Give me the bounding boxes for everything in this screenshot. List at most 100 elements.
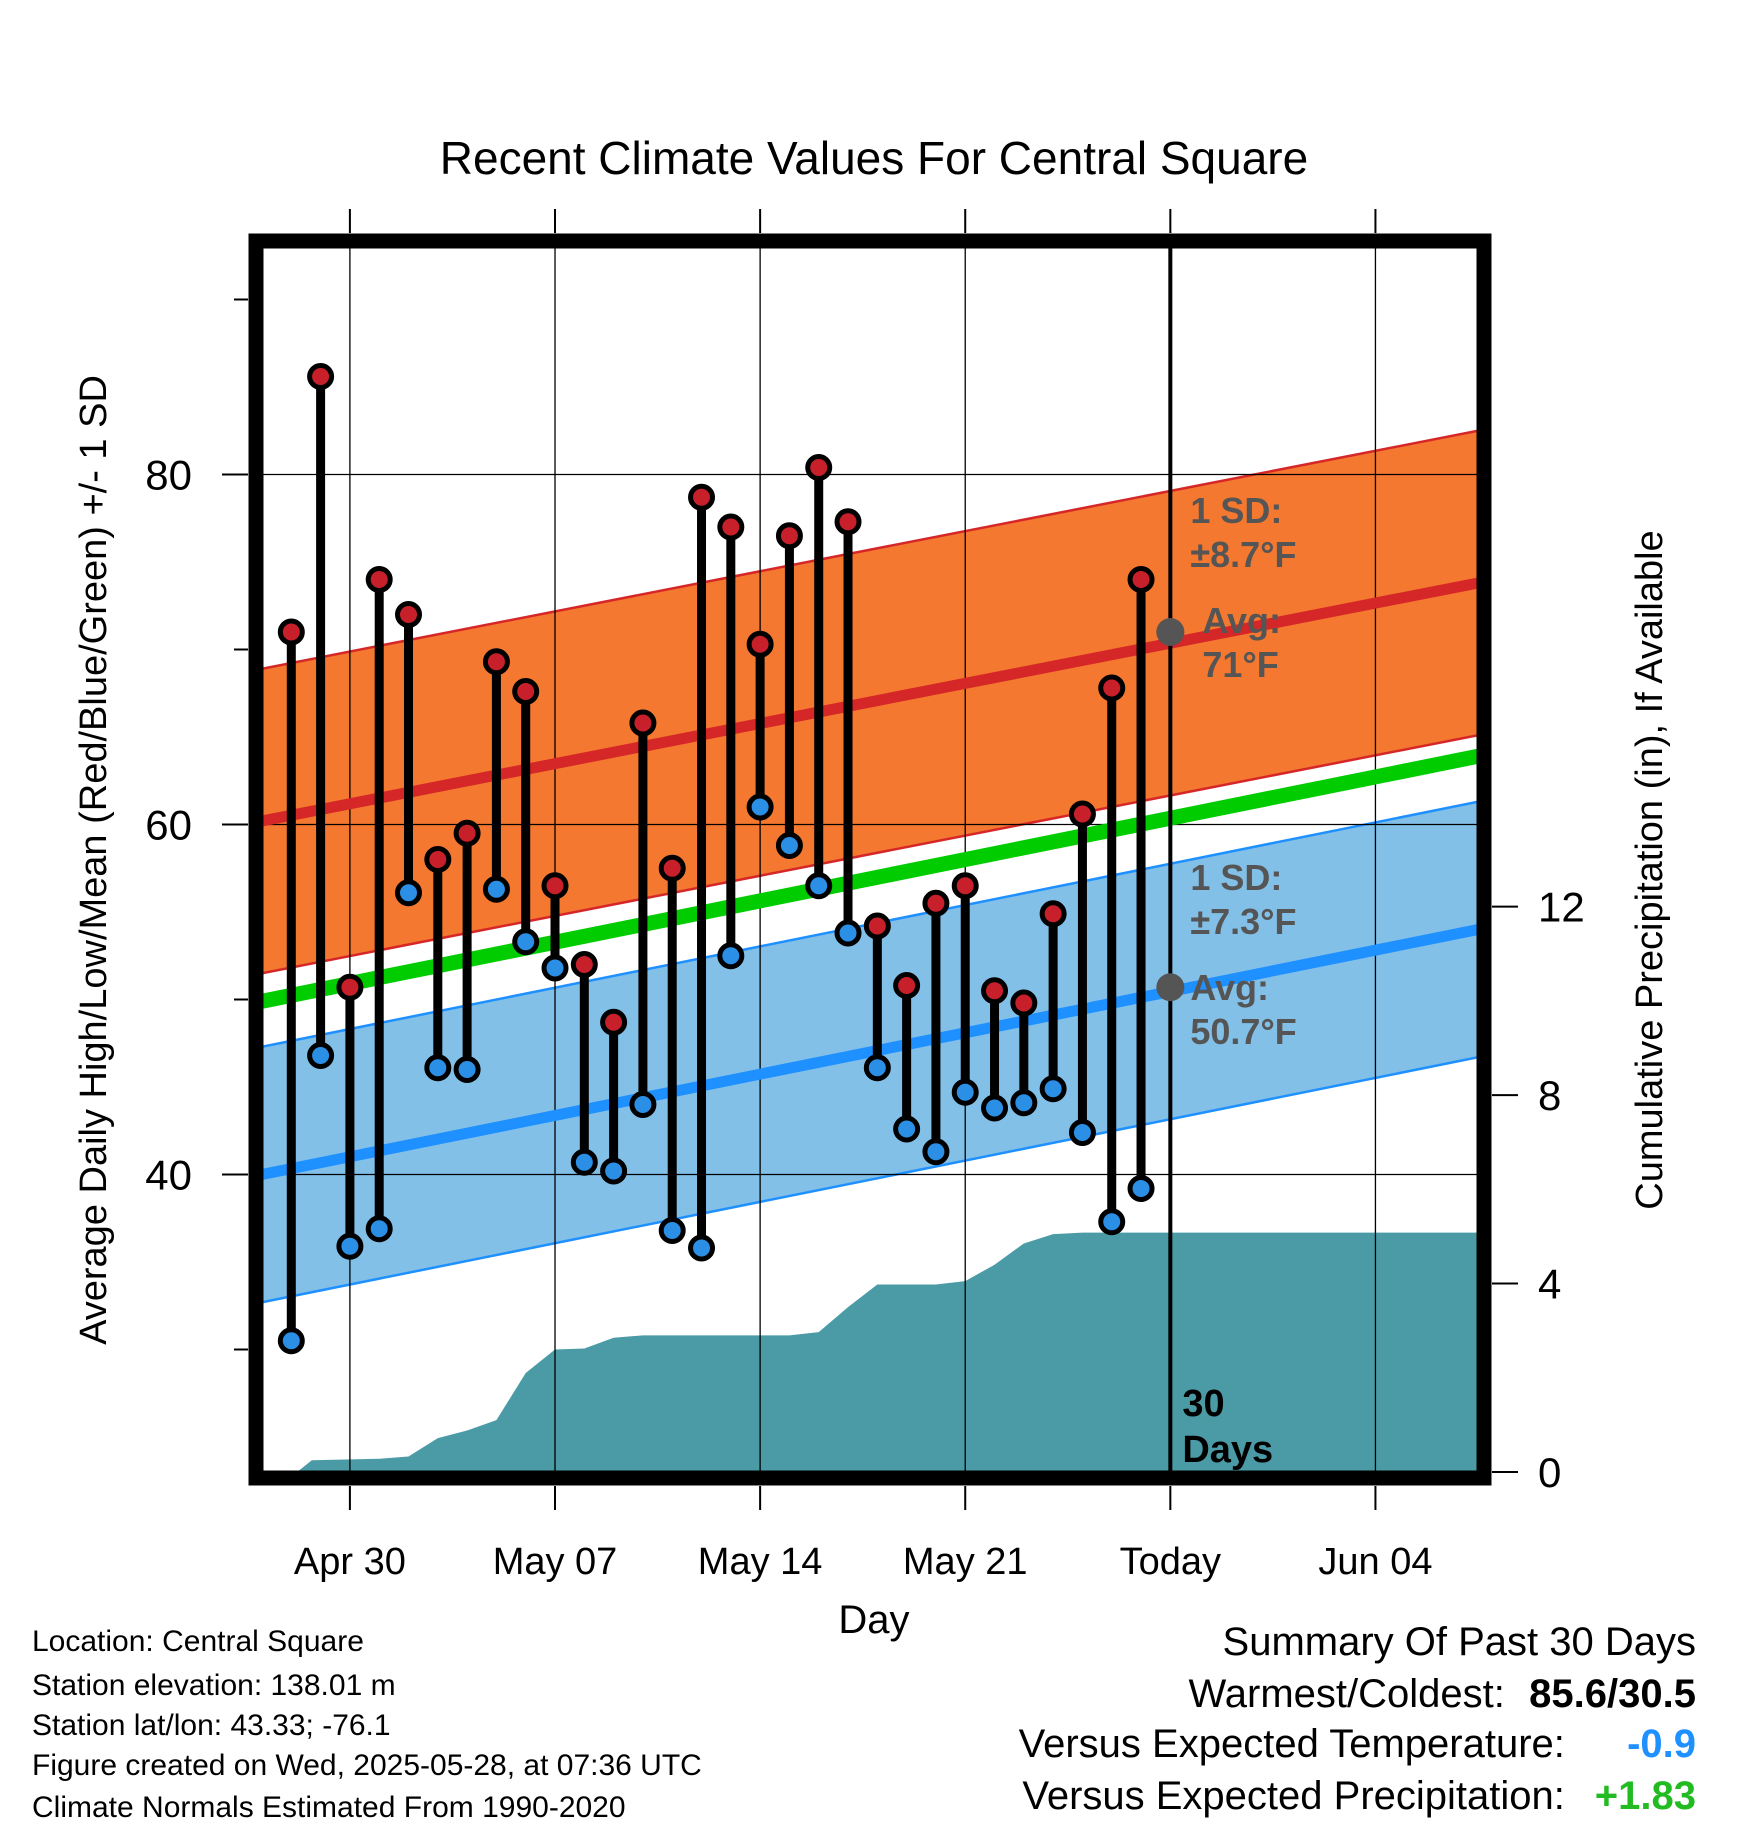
today-high-avg-marker [1156,618,1185,646]
daily-high-point [424,846,452,873]
plot-area: 1 SD: ±8.7°F Avg: 71°F 1 SD: ±7.3°F Avg: 50.7°F… [145,209,1585,1583]
low-lower-sd-line [262,1056,1478,1304]
daily-low-point [512,928,540,956]
daily-low-point [658,1217,686,1244]
daily-low-point [688,1234,716,1262]
daily-low-point [453,1056,481,1083]
footer-location: Location: Central Square [32,1625,364,1658]
daily-low-point [1039,1075,1067,1103]
daily-high-point [512,678,540,705]
plot-inner [262,247,1478,1472]
high-upper-sd-line [262,429,1478,670]
today-low-avg-marker [1156,973,1185,1002]
y-tick-label-right: 8 [1538,1072,1561,1119]
daily-high-point [746,630,774,658]
daily-high-point [981,977,1009,1005]
x-tick-label: May 07 [493,1541,618,1583]
y-axis-label-left: Average Daily High/Low/Mean (Red/Blue/Gr… [73,375,115,1345]
summary-temp-value: -0.9 [1627,1722,1696,1766]
daily-low-point [277,1327,305,1355]
plot-frame [248,233,1492,1486]
daily-low-point [307,1042,335,1069]
summary-temp: Versus Expected Temperature: -0.9 [1019,1722,1696,1767]
summary-warm-cold: Warmest/Coldest: 85.6/30.5 [1189,1672,1697,1717]
daily-low-point [1098,1208,1126,1236]
footer-latlon: Station lat/lon: 43.33; -76.1 [32,1709,391,1742]
daily-low-point [775,832,803,859]
normal-high-line [262,577,1478,827]
daily-high-point [951,872,979,900]
daily-high-point [1127,566,1155,593]
daily-low-point [541,954,569,982]
daily-low-point [981,1094,1009,1122]
daily-low-point [395,879,423,907]
footer-elevation: Station elevation: 138.01 m [32,1669,396,1702]
daily-high-point [658,854,686,882]
daily-high-point [541,872,569,900]
daily-low-point [951,1078,979,1106]
daily-low-point [336,1232,364,1260]
today-days-annotation: 30 Days [1182,1383,1273,1471]
daily-low-point [424,1054,452,1082]
daily-low-point [834,919,862,947]
y-tick-label-right: 0 [1538,1449,1561,1496]
daily-high-point [688,483,716,511]
daily-high-point [277,618,305,646]
daily-low-point [1068,1119,1096,1146]
daily-low-point [482,875,510,903]
chart-title: Recent Climate Values For Central Square [440,132,1308,184]
daily-high-point [717,513,745,541]
x-tick-label: Apr 30 [294,1541,406,1583]
y-tick-label-left: 40 [145,1152,192,1199]
x-axis-label: Day [838,1598,909,1642]
summary-temp-label: Versus Expected Temperature: [1018,1722,1565,1766]
x-tick-label: Jun 04 [1318,1541,1432,1583]
daily-low-point [863,1054,891,1082]
daily-high-point [453,819,481,847]
footer-created: Figure created on Wed, 2025-05-28, at 07… [32,1749,702,1782]
daily-high-point [834,508,862,536]
daily-high-point [570,951,598,978]
precip-area [297,1232,1478,1472]
daily-high-point [365,566,393,593]
summary-precip-label: Versus Expected Precipitation: [1022,1774,1565,1818]
daily-high-point [1068,800,1096,828]
x-tick-label: May 21 [903,1541,1028,1583]
y-axis-label-right: Cumulative Precipitation (in), If Availa… [1629,530,1671,1209]
summary-title: Summary Of Past 30 Days [1222,1620,1696,1664]
summary-warm-cold-label: Warmest/Coldest: [1188,1672,1505,1716]
summary-warm-cold-value: 85.6/30.5 [1529,1672,1696,1716]
daily-high-point [482,648,510,676]
daily-low-point [717,942,745,970]
daily-low-point [570,1148,598,1176]
daily-high-point [863,912,891,940]
low-avg-annotation: Avg: 50.7°F [1190,967,1296,1052]
daily-low-point [922,1138,950,1166]
high-sd-annotation: 1 SD: ±8.7°F [1190,490,1296,575]
daily-high-point [1039,900,1067,928]
daily-high-point [805,454,833,481]
low-sd-annotation: 1 SD: ±7.3°F [1190,857,1296,942]
daily-low-point [893,1115,921,1143]
daily-high-point [307,363,335,390]
normal-low-line [262,924,1478,1180]
y-tick-label-left: 80 [145,452,192,499]
daily-high-point [600,1008,628,1036]
daily-high-point [893,972,921,999]
daily-high-point [336,973,364,1001]
footer-normals: Climate Normals Estimated From 1990-2020 [32,1791,626,1824]
daily-low-point [600,1157,628,1185]
high-avg-annotation: Avg: 71°F [1202,600,1281,685]
daily-low-point [746,793,774,821]
daily-high-point [1098,674,1126,702]
daily-low-point [365,1215,393,1243]
daily-high-point [922,889,950,917]
summary-precip: Versus Expected Precipitation: +1.83 [1022,1774,1696,1819]
y-tick-label-right: 12 [1538,884,1585,931]
summary-precip-value: +1.83 [1594,1774,1696,1818]
y-tick-label-right: 4 [1538,1261,1561,1308]
daily-high-point [629,709,657,737]
daily-low-point [805,872,833,900]
daily-high-point [395,601,423,628]
